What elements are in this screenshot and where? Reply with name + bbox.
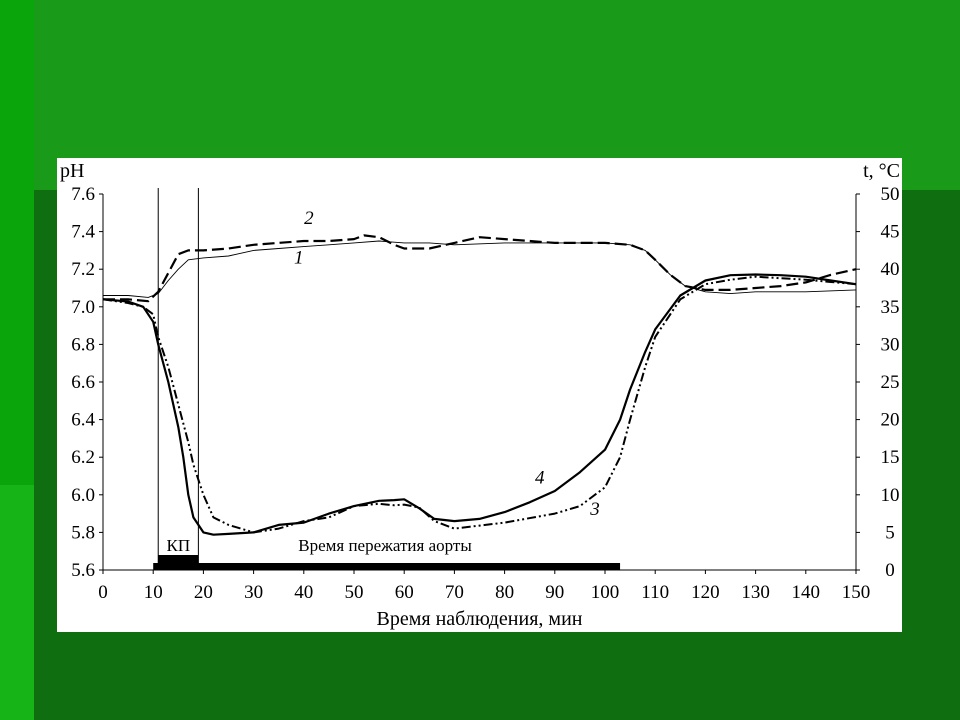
x-tick-label: 20 bbox=[194, 582, 213, 603]
y-left-tick-label: 6.4 bbox=[71, 410, 95, 431]
series-label-4: 4 bbox=[535, 468, 545, 489]
y-right-tick-label: 50 bbox=[881, 184, 900, 205]
x-tick-label: 110 bbox=[641, 582, 669, 603]
x-tick-label: 70 bbox=[445, 582, 464, 603]
y-left-tick-label: 7.0 bbox=[71, 297, 95, 318]
aorta-clamp-label: Время пережатия аорты bbox=[298, 536, 472, 555]
kp-phase-label: КП bbox=[166, 536, 190, 555]
x-tick-label: 130 bbox=[741, 582, 770, 603]
series-label-3: 3 bbox=[589, 499, 600, 520]
y-left-tick-label: 5.6 bbox=[71, 560, 95, 581]
x-tick-label: 150 bbox=[842, 582, 871, 603]
y-right-tick-label: 15 bbox=[881, 447, 900, 468]
y-right-tick-label: 20 bbox=[881, 410, 900, 431]
y-right-tick-label: 35 bbox=[881, 297, 900, 318]
series-label-2: 2 bbox=[304, 208, 314, 229]
y-left-tick-label: 7.4 bbox=[71, 222, 95, 243]
x-tick-label: 60 bbox=[395, 582, 414, 603]
ph-temperature-chart: 0 10 20 30 40 50 60 70 80 90 100 110 120 130 140 1505.6… bbox=[60, 160, 900, 630]
x-tick-label: 10 bbox=[144, 582, 163, 603]
y-left-tick-label: 6.6 bbox=[71, 372, 95, 393]
series-line-4 bbox=[102, 273, 857, 536]
y-left-tick-label: 7.2 bbox=[71, 259, 95, 280]
y-left-tick-label: 6.2 bbox=[71, 447, 95, 468]
x-tick-label: 30 bbox=[244, 582, 263, 603]
y-right-tick-label: 40 bbox=[881, 259, 900, 280]
chart-panel: 0 10 20 30 40 50 60 70 80 90 100 110 120 130 140 150 5.6… bbox=[57, 158, 902, 632]
x-tick-label: 50 bbox=[345, 582, 364, 603]
y-left-tick-label: 6.8 bbox=[71, 334, 95, 355]
y-right-tick-label: 5 bbox=[885, 522, 895, 543]
x-tick-label: 100 bbox=[591, 582, 620, 603]
y-right-tick-label: 30 bbox=[881, 334, 900, 355]
x-tick-label: 120 bbox=[691, 582, 720, 603]
x-axis-title: Время наблюдения, мин bbox=[377, 608, 583, 630]
y-right-tick-label: 45 bbox=[881, 222, 900, 243]
vertical-markers bbox=[157, 188, 199, 570]
y-right-tick-label: 10 bbox=[881, 485, 900, 506]
kp-phase-bar bbox=[158, 555, 199, 570]
text-labels: 12 3 4 bbox=[294, 208, 600, 520]
background-left-lower bbox=[0, 485, 34, 720]
y-right-axis-title: t, °C bbox=[863, 160, 900, 182]
x-tick-label: 0 bbox=[98, 582, 108, 603]
y-left-tick-label: 7.6 bbox=[71, 184, 95, 205]
series-line-3 bbox=[102, 275, 857, 534]
series-lines bbox=[102, 234, 857, 536]
x-tick-label: 140 bbox=[792, 582, 821, 603]
series-line-2 bbox=[103, 234, 857, 303]
x-tick-label: 40 bbox=[294, 582, 313, 603]
y-left-tick-label: 5.8 bbox=[71, 522, 95, 543]
y-right-tick-label: 25 bbox=[881, 372, 900, 393]
aorta-clamp-bar bbox=[153, 563, 621, 570]
series-label-1: 1 bbox=[294, 248, 304, 269]
y-right-tick-label: 0 bbox=[885, 560, 895, 581]
phase-bars: КП Время пережатия аорты bbox=[153, 536, 621, 570]
y-left-axis-title: pH bbox=[60, 160, 84, 182]
x-tick-label: 90 bbox=[545, 582, 564, 603]
y-left-tick-label: 6.0 bbox=[71, 485, 95, 506]
x-tick-label: 80 bbox=[495, 582, 514, 603]
